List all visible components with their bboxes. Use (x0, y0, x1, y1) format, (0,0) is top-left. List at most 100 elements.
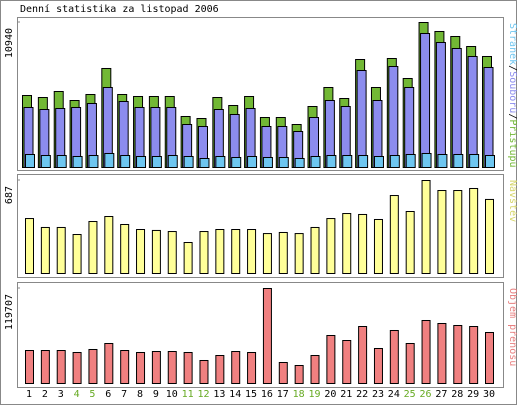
bar (88, 155, 99, 168)
bar (56, 155, 67, 168)
bar (183, 155, 194, 168)
x-tick-label: 27 (435, 389, 447, 400)
x-tick-label: 10 (166, 389, 178, 400)
x-tick-label: 24 (388, 389, 400, 400)
bar (72, 155, 83, 168)
bar (421, 152, 432, 168)
bar (405, 211, 415, 274)
chart-title: Denní statistika za listopad 2006 (20, 3, 219, 15)
legend-entry: Přístupů (507, 119, 517, 167)
bar (389, 155, 400, 168)
bar (167, 155, 178, 168)
bar (247, 351, 257, 384)
bar (451, 48, 462, 168)
x-tick-label: 18 (293, 389, 305, 400)
legend-entry: Stránek (507, 23, 517, 65)
bar (167, 351, 177, 384)
bar (183, 242, 193, 274)
bar (437, 322, 447, 384)
bar (104, 152, 115, 168)
x-tick-label: 30 (483, 389, 495, 400)
bar (326, 334, 336, 384)
bar (388, 66, 399, 168)
bar (294, 158, 305, 169)
bar (358, 326, 368, 384)
x-tick-label: 1 (26, 389, 32, 400)
bar (467, 55, 478, 168)
x-tick-label: 7 (121, 389, 127, 400)
bar (310, 355, 320, 385)
x-tick-label: 4 (74, 389, 80, 400)
bar (278, 231, 288, 274)
bar (231, 351, 241, 384)
x-tick-label: 2 (42, 389, 48, 400)
x-tick-label: 20 (324, 389, 336, 400)
legend-entry: Objem přenosu (507, 288, 517, 366)
x-tick-label: 25 (404, 389, 416, 400)
bar (310, 226, 320, 274)
legend-separator: / (507, 113, 517, 119)
bar (326, 155, 337, 168)
bar (389, 329, 399, 385)
x-tick-label: 28 (451, 389, 463, 400)
x-tick-label: 29 (467, 389, 479, 400)
bar (342, 155, 353, 168)
x-tick-label: 12 (197, 389, 209, 400)
bar (262, 157, 273, 168)
bar (485, 198, 494, 274)
bar (88, 348, 98, 384)
x-tick-label: 17 (277, 389, 289, 400)
x-tick-label: 6 (105, 389, 111, 400)
bar (151, 229, 161, 274)
bar (56, 226, 66, 274)
bar (485, 331, 494, 385)
bar (199, 158, 210, 169)
bar (278, 157, 289, 168)
legend-separator: / (507, 65, 517, 71)
x-tick-label: 21 (340, 389, 352, 400)
legend: Objem přenosu (507, 288, 517, 366)
bar (56, 350, 66, 384)
bar (405, 153, 416, 168)
bar (199, 231, 209, 274)
bar (437, 153, 448, 168)
y-tick-label: 119707 (4, 294, 15, 330)
bar (231, 229, 241, 274)
bar (40, 155, 51, 168)
bar (120, 350, 130, 384)
bar (326, 218, 336, 275)
bar (373, 347, 383, 384)
bar (435, 42, 446, 168)
bar (405, 342, 415, 385)
x-tick-label: 23 (372, 389, 384, 400)
bar (485, 155, 495, 168)
x-tick-label: 8 (137, 389, 143, 400)
bar (373, 218, 383, 274)
bar (40, 350, 50, 384)
x-tick-label: 26 (420, 389, 432, 400)
bar (483, 66, 494, 168)
bar (104, 342, 114, 385)
bar (215, 355, 225, 385)
bar (247, 229, 257, 274)
bar (215, 229, 225, 274)
x-tick-label: 5 (89, 389, 95, 400)
bar (342, 213, 352, 274)
bar (310, 155, 321, 168)
y-tick-label: 687 (4, 186, 15, 204)
bar (151, 351, 161, 384)
bar (199, 359, 209, 384)
bar (247, 155, 258, 168)
bar (72, 234, 82, 275)
bar (25, 350, 34, 384)
bar (469, 326, 479, 384)
x-tick-label: 15 (245, 389, 257, 400)
panel (17, 17, 504, 171)
bar (88, 221, 98, 275)
bar (72, 351, 82, 384)
bar (389, 195, 399, 274)
bar (358, 155, 369, 168)
bar (469, 187, 479, 274)
bar (167, 231, 177, 274)
bar (262, 233, 272, 275)
